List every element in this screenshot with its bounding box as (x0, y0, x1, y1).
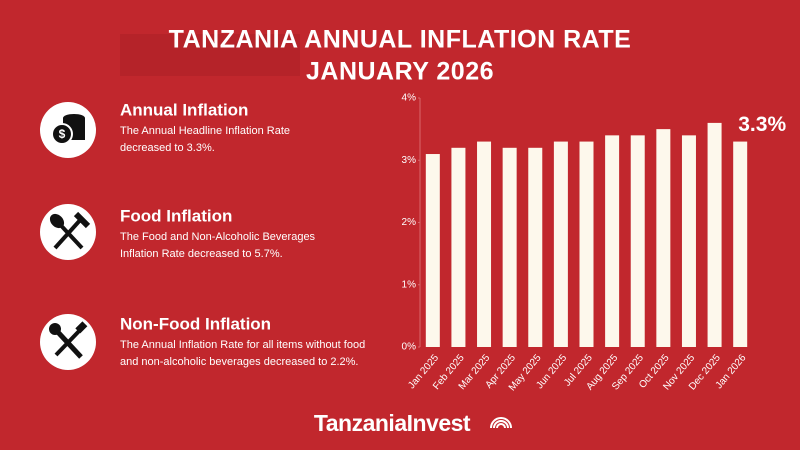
icon-cutlery (40, 204, 96, 260)
y-tick-label: 0% (402, 342, 417, 353)
y-tick-label: 4% (402, 93, 417, 104)
panel-text: decreased to 3.3%. (120, 142, 215, 154)
bar (451, 147, 466, 347)
bar (528, 147, 543, 347)
panel-text: and non-alcoholic beverages decreased to… (120, 356, 359, 368)
value-label: 3.3% (738, 113, 786, 136)
logo-mark (490, 417, 512, 429)
y-tick-label: 2% (402, 217, 417, 228)
panel-text: Inflation Rate decreased to 5.7%. (120, 248, 283, 260)
panel-text: The Annual Inflation Rate for all items … (120, 339, 365, 351)
y-tick-label: 1% (402, 279, 417, 290)
icon-coins: $ (40, 102, 96, 158)
chart-title: JANUARY 2026 (306, 58, 494, 86)
bar (733, 141, 748, 347)
bar (553, 141, 568, 347)
title-shade (120, 34, 300, 76)
bar (477, 141, 492, 347)
bar (425, 154, 440, 347)
panel-text: The Annual Headline Inflation Rate (120, 125, 290, 137)
bar (656, 129, 671, 347)
y-tick-label: 3% (402, 155, 417, 166)
logo: TanzaniaInvest (314, 410, 471, 436)
panel-heading: Annual Inflation (120, 100, 248, 119)
bar (681, 135, 696, 347)
chart-title: TANZANIA ANNUAL INFLATION RATE (169, 26, 632, 54)
icon-tools (40, 314, 96, 370)
bar (502, 147, 517, 347)
panel-heading: Non-Food Inflation (120, 314, 271, 333)
panel-text: The Food and Non-Alcoholic Beverages (120, 231, 316, 243)
bar (579, 141, 594, 347)
bar (605, 135, 620, 347)
bar (630, 135, 645, 347)
info-panels: Annual Inflation The Annual Headline Infl… (120, 100, 365, 367)
panel-heading: Food Inflation (120, 206, 232, 225)
bar (707, 122, 722, 348)
svg-text:$: $ (59, 127, 66, 141)
